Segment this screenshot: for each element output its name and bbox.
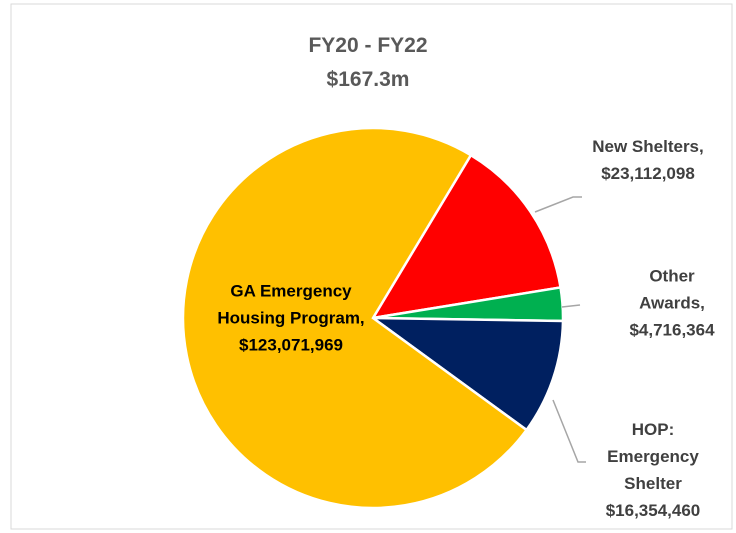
leader-line xyxy=(534,196,582,213)
category-label: Other Awards, xyxy=(639,266,705,313)
pie-slice xyxy=(370,153,562,320)
category-label: GA Emergency Housing Program, xyxy=(217,281,365,328)
leader-line xyxy=(561,304,581,308)
chart-border xyxy=(10,3,733,530)
data-label: Other Awards, $4,716,364 xyxy=(617,263,727,344)
category-label: New Shelters, xyxy=(592,137,704,156)
data-label: GA Emergency Housing Program, $123,071,96… xyxy=(211,278,371,359)
value-label: $4,716,364 xyxy=(629,320,715,340)
pie-slice xyxy=(369,316,565,432)
category-label: HOP: Emergency Shelter xyxy=(607,420,699,493)
value-label: $16,354,460 xyxy=(605,501,701,520)
chart-subtitle: $167.3m xyxy=(326,68,410,91)
data-label: HOP: Emergency Shelter $16,354,460 xyxy=(588,416,718,524)
data-label: New Shelters, $23,112,098 xyxy=(568,133,728,187)
pie xyxy=(181,126,565,510)
chart-title: FY20 - FY22 xyxy=(308,34,428,57)
value-label: $23,112,098 xyxy=(601,164,695,183)
pie-slice xyxy=(181,126,529,510)
value-label: $123,071,969 xyxy=(239,335,343,355)
leader-line xyxy=(552,399,586,463)
